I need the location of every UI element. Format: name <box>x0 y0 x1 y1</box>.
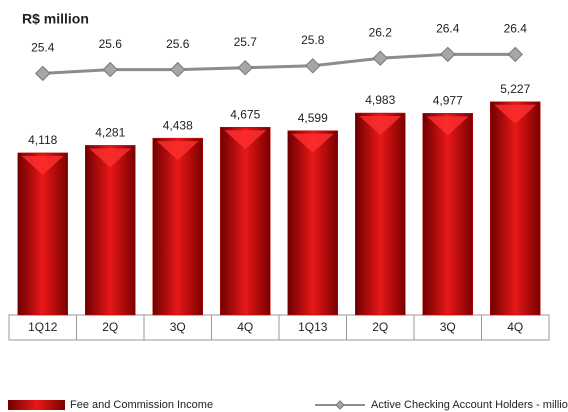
data-label: 4,977 <box>433 93 463 107</box>
data-label: 5,227 <box>500 82 530 96</box>
bar <box>17 152 68 316</box>
x-tick-label: 1Q12 <box>28 320 58 334</box>
data-label: 4,118 <box>28 133 57 147</box>
data-label: 25.8 <box>301 33 325 47</box>
line-marker <box>237 59 253 76</box>
bar-highlight <box>426 116 469 136</box>
x-tick-label: 1Q13 <box>298 320 328 334</box>
line-marker <box>102 61 118 78</box>
x-tick-label: 2Q <box>102 320 118 334</box>
chart-title: R$ million <box>22 11 89 27</box>
x-tick-label: 3Q <box>440 320 456 334</box>
data-label: 26.4 <box>504 22 528 36</box>
line-marker <box>170 61 186 78</box>
data-label: 4,675 <box>230 107 260 121</box>
line-marker <box>305 58 321 74</box>
bar-highlight <box>494 104 537 124</box>
data-label: 4,438 <box>163 118 193 132</box>
line <box>42 52 516 75</box>
line-marker <box>507 46 523 63</box>
data-label: 25.6 <box>99 37 123 51</box>
data-label: 26.2 <box>369 25 393 39</box>
bar-highlight <box>291 133 334 153</box>
bar <box>220 126 271 316</box>
line-marker <box>35 65 51 82</box>
bar-highlight <box>89 148 132 168</box>
data-label: 4,281 <box>95 126 125 140</box>
legend-swatch <box>8 400 65 410</box>
x-tick-label: 4Q <box>507 320 523 334</box>
data-label: 25.4 <box>31 41 55 55</box>
bar <box>422 113 473 316</box>
data-label: 4,983 <box>365 93 395 107</box>
legend-label: Fee and Commission Income <box>70 399 213 411</box>
bar <box>152 137 203 316</box>
bar <box>287 130 338 316</box>
bar-highlight <box>21 155 64 175</box>
line-marker <box>440 46 456 63</box>
bar-highlight <box>156 141 199 161</box>
data-label: 26.4 <box>436 22 460 36</box>
bar <box>85 145 136 316</box>
legend-label: Active Checking Account Holders - millio… <box>371 399 568 411</box>
x-tick-label: 3Q <box>170 320 186 334</box>
data-label: 25.7 <box>234 35 258 49</box>
line-marker <box>372 50 388 66</box>
x-tick-label: 4Q <box>237 320 253 334</box>
legend-marker <box>335 400 345 410</box>
data-label: 4,599 <box>298 111 328 125</box>
bar <box>355 112 406 316</box>
data-label: 25.6 <box>166 37 190 51</box>
bar-highlight <box>224 130 267 150</box>
bar-highlight <box>359 116 402 136</box>
x-tick-label: 2Q <box>372 320 388 334</box>
bar <box>490 101 541 316</box>
